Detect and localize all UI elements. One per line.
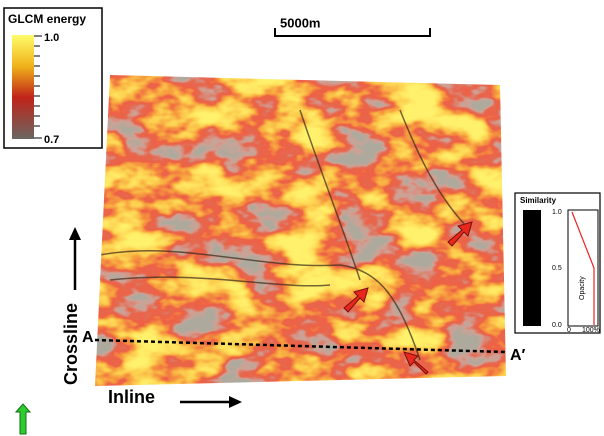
inline-arrowhead [229,396,242,408]
similarity-legend: Similarity 1.0 0.5 0.0 Opacity 0 100% [515,193,600,334]
legend-title: GLCM energy [8,12,86,26]
figure: A A′ GLCM energy 1.0 0.7 5000m Similarit… [0,0,604,436]
similarity-tick: 0.0 [552,322,562,329]
crossline-label: Crossline [61,303,81,385]
opacity-tick: 0 [567,327,571,334]
section-start: A [82,329,94,346]
scale-label: 5000m [280,15,320,30]
section-end: A′ [510,347,526,364]
similarity-tick: 1.0 [552,209,562,216]
opacity-label: Opacity [579,276,586,300]
legend-max: 1.0 [44,32,59,44]
opacity-tick: 100% [582,327,600,334]
crossline-arrowhead [69,227,81,240]
similarity-title: Similarity [520,196,557,205]
inline-label: Inline [108,387,155,407]
legend-min: 0.7 [44,134,59,146]
similarity-tick: 0.5 [552,265,562,272]
energy-legend: GLCM energy 1.0 0.7 [4,8,102,148]
scale-bar: 5000m [275,15,430,36]
north-arrow [16,404,30,434]
